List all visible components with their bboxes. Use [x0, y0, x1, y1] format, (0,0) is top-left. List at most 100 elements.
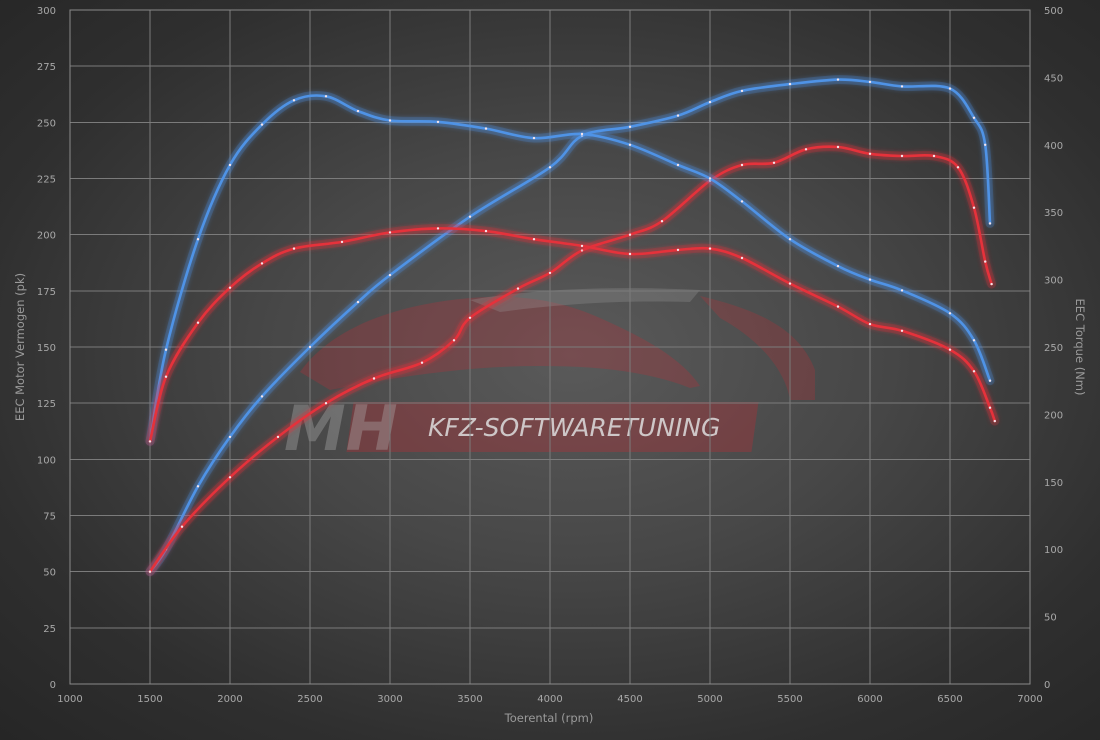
data-point [988, 406, 992, 409]
data-point [988, 222, 992, 225]
data-point [788, 282, 792, 285]
data-point [628, 252, 632, 256]
watermark-banner [346, 402, 759, 452]
data-point [836, 145, 840, 149]
data-point [836, 264, 840, 268]
data-point [548, 166, 552, 169]
data-point [388, 273, 392, 277]
x-tick-label: 7000 [1017, 694, 1042, 705]
y-tick-label-right: 250 [1044, 343, 1063, 354]
data-point [628, 125, 632, 128]
torque-line-tuned-group [145, 91, 995, 446]
x-tick-label: 1000 [57, 694, 82, 705]
data-point [324, 402, 328, 405]
data-point [308, 345, 312, 349]
data-point [628, 143, 632, 146]
x-tick-label: 2500 [297, 694, 322, 705]
data-point [868, 278, 872, 281]
x-tick-label: 5500 [777, 694, 802, 705]
data-point [580, 244, 584, 248]
y-tick-label-left: 50 [43, 568, 56, 579]
data-point [580, 249, 584, 252]
data-point [628, 233, 632, 236]
watermark-swoosh-red [700, 296, 815, 400]
data-point [740, 200, 744, 203]
data-point [868, 322, 872, 326]
plot-grid [69, 9, 1031, 685]
data-point [388, 119, 392, 122]
data-point [260, 123, 264, 126]
data-point [276, 435, 280, 439]
y-tick-label-right: 500 [1044, 6, 1063, 17]
data-point [324, 95, 328, 98]
y-tick-label-left: 25 [43, 624, 56, 635]
x-tick-label: 4000 [537, 694, 562, 705]
data-point [148, 440, 152, 443]
data-point [676, 163, 680, 167]
data-point [196, 485, 200, 488]
data-point [972, 206, 976, 209]
watermark-mark: MH [284, 392, 398, 465]
x-tick-label: 6000 [857, 694, 882, 705]
data-point [340, 240, 344, 244]
x-tick-label: 3500 [457, 694, 482, 705]
data-point [484, 127, 488, 130]
y-tick-label-left: 100 [37, 455, 56, 466]
data-point [972, 116, 976, 120]
data-point [708, 177, 712, 180]
y-axis-right-title: EEC Torque (Nm) [1073, 299, 1087, 396]
data-point [900, 154, 904, 158]
watermark-logo: MH KFZ-SOFTWARETUNING [284, 288, 815, 465]
y-tick-label-left: 75 [43, 512, 56, 523]
watermark-text: KFZ-SOFTWARETUNING [428, 413, 720, 442]
x-tick-label: 4500 [617, 694, 642, 705]
power-line-stock-group [145, 142, 997, 577]
data-point [580, 132, 584, 136]
data-point [196, 321, 200, 324]
data-point [948, 348, 952, 351]
data-point [260, 262, 264, 265]
data-point [548, 271, 552, 275]
x-tick-label: 5000 [697, 694, 722, 705]
y-tick-label-left: 175 [37, 287, 56, 298]
data-point [228, 286, 232, 289]
y-tick-label-right: 150 [1044, 478, 1063, 489]
data-point [484, 229, 488, 233]
y-axis-left-title: EEC Motor Vermogen (pk) [13, 273, 27, 421]
x-tick-label: 3000 [377, 694, 402, 705]
data-point [948, 87, 952, 90]
data-point [956, 166, 960, 169]
data-point [660, 220, 664, 223]
plot-frame [69, 9, 1031, 685]
data-point [292, 247, 296, 250]
data-point [148, 570, 152, 573]
x-tick-label: 2000 [217, 694, 242, 705]
y-tick-label-right: 450 [1044, 73, 1063, 84]
data-point [436, 227, 440, 230]
data-point [772, 161, 776, 164]
data-point [984, 143, 987, 146]
data-point [676, 114, 680, 117]
y-tick-label-right: 100 [1044, 545, 1063, 556]
y-tick-label-left: 275 [37, 62, 56, 73]
data-point [388, 231, 392, 234]
data-point [900, 289, 904, 292]
data-point [372, 377, 376, 380]
data-point [972, 339, 976, 342]
data-point [292, 99, 296, 102]
data-point [990, 282, 993, 286]
y-tick-label-left: 0 [50, 680, 56, 691]
watermark-swoosh-grey [470, 288, 700, 312]
data-point [356, 300, 360, 304]
y-tick-label-right: 0 [1044, 680, 1050, 691]
data-point [420, 361, 424, 364]
data-point [900, 85, 904, 88]
data-point [532, 136, 536, 140]
data-point [228, 435, 232, 439]
data-point [804, 148, 808, 151]
data-point [984, 260, 987, 263]
data-point [740, 256, 744, 260]
watermark-car-silhouette [300, 296, 700, 390]
data-point [868, 152, 872, 155]
